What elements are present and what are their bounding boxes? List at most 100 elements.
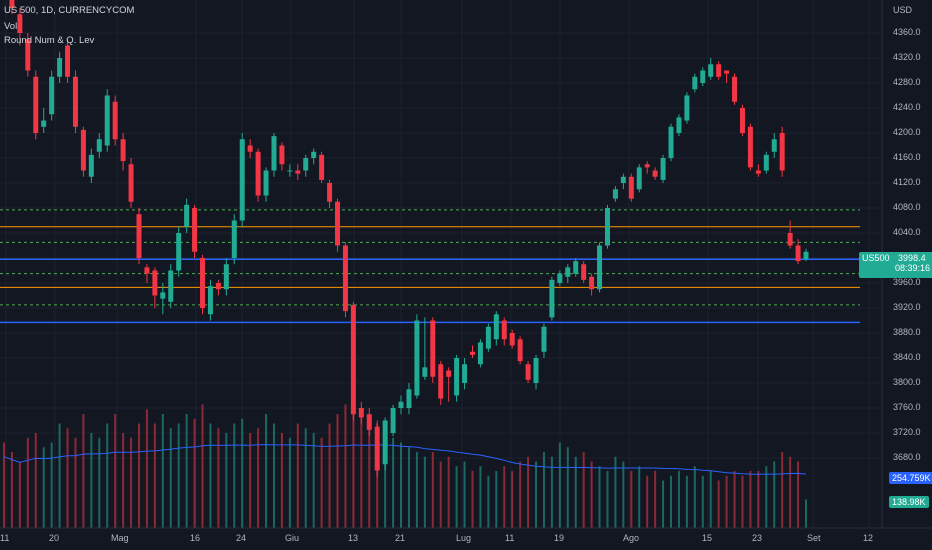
candle-body [57, 58, 63, 77]
candle-body [207, 286, 213, 315]
time-tick-label: Lug [456, 533, 472, 543]
volume-bar [606, 471, 609, 528]
candle-body [390, 408, 396, 433]
candle-body [557, 273, 563, 283]
indicator-legend[interactable]: Round Num & Q. Lev [4, 35, 95, 46]
time-tick-label: Ago [623, 533, 640, 543]
candle-body [573, 261, 579, 274]
volume-bar [352, 395, 355, 528]
volume-bar [58, 423, 61, 528]
volume-bar [542, 452, 545, 528]
volume-ma-line [3, 444, 807, 475]
candle-body [604, 208, 610, 246]
volume-bar [423, 456, 426, 528]
volume-bar [749, 471, 752, 528]
candle-body [739, 108, 745, 133]
price-tick-label: 4240.0 [893, 102, 921, 112]
level-lines [0, 209, 860, 324]
candle-body [279, 145, 285, 165]
candle-body [469, 351, 475, 355]
price-tick-label: 3720.0 [893, 427, 921, 437]
candle-body [501, 320, 507, 340]
candle-body [231, 220, 237, 258]
candle-body [660, 158, 666, 180]
volume-bar [360, 414, 363, 528]
candle-body [160, 292, 166, 299]
candle-body [581, 264, 587, 280]
volume-bar [106, 423, 109, 528]
volume-bar [622, 461, 625, 528]
volume-bar [654, 471, 657, 528]
price-tick-label: 4280.0 [893, 77, 921, 87]
volume-bar [304, 428, 307, 528]
symbol-legend[interactable]: US 500, 1D, CURRENCYCOM [4, 5, 135, 16]
price-tick-label: 4200.0 [893, 127, 921, 137]
candle-body [565, 267, 571, 277]
volume-bar [280, 433, 283, 528]
time-tick-label: 11 [0, 533, 10, 543]
candle-body [215, 283, 221, 290]
volume-bar [328, 423, 331, 528]
volume-legend[interactable]: Vol [4, 21, 18, 32]
volume-bar [717, 480, 720, 528]
candle-body [200, 258, 206, 308]
volume-bar [789, 456, 792, 528]
candle-body [724, 70, 730, 74]
candle-body [438, 364, 444, 399]
candle-body [533, 358, 539, 383]
time-tick-label: 24 [236, 533, 247, 543]
candle-body [612, 189, 618, 199]
candle-body [676, 117, 682, 133]
volume-bar [98, 437, 101, 528]
candle-body [477, 342, 483, 365]
volume-bar [90, 433, 93, 528]
candle-body [104, 95, 110, 146]
candle-body [88, 154, 94, 177]
candle-body [128, 164, 134, 202]
time-tick-label: 19 [554, 533, 565, 543]
volume-bar [550, 456, 553, 528]
volume-bar [638, 466, 641, 528]
volume-bar [598, 466, 601, 528]
candle-body [454, 358, 460, 396]
candle-body [192, 208, 198, 252]
candle-body [168, 270, 174, 302]
candle-body [636, 167, 642, 190]
candle-body [398, 401, 404, 408]
volume-bar [614, 456, 617, 528]
volume-bar [296, 423, 299, 528]
volume-bar [249, 433, 252, 528]
candle-body [239, 139, 245, 221]
candle-body [771, 139, 777, 152]
volume-bar [74, 437, 77, 528]
volume-bar [455, 466, 458, 528]
candle-body [255, 151, 261, 196]
candle-body [25, 39, 31, 71]
candle-body [65, 45, 71, 77]
candle-body [144, 267, 150, 274]
volume-bar [805, 499, 807, 528]
volume-bar [312, 433, 315, 528]
candle-body [779, 133, 785, 171]
candle-body [755, 170, 761, 174]
volume-bar [487, 475, 490, 528]
volume-bar [519, 461, 522, 528]
candle-body [335, 201, 341, 246]
price-tag-symbol: US500 [862, 253, 890, 263]
time-tick-label: 13 [348, 533, 359, 543]
time-tick-label: 21 [395, 533, 406, 543]
price-tag: US500 3998.4 08:39:16 [859, 252, 932, 278]
candle-body [414, 320, 420, 396]
time-tick-label: 15 [702, 533, 713, 543]
price-tick-label: 3960.0 [893, 277, 921, 287]
candle-body [176, 233, 182, 271]
candle-body [327, 183, 333, 202]
volume-bar [18, 461, 21, 528]
price-tag-price: 3998.4 [898, 253, 926, 263]
volume-bar [662, 480, 665, 528]
candle-body [795, 245, 801, 262]
price-tick-label: 3800.0 [893, 377, 921, 387]
volume-bar [566, 447, 569, 528]
volume-bar [177, 423, 180, 528]
